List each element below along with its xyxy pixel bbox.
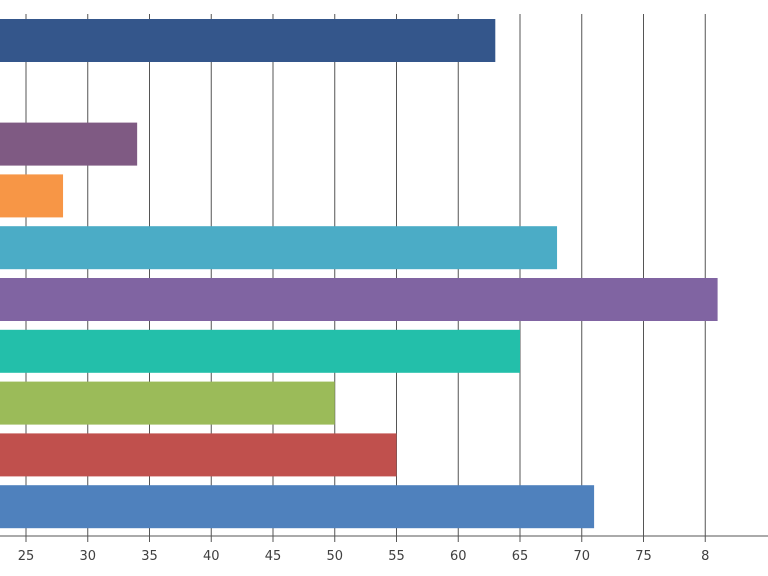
bar — [0, 381, 335, 425]
bar — [0, 174, 64, 218]
x-tick-label: 55 — [388, 549, 405, 564]
x-tick-label: 65 — [512, 549, 529, 564]
bar — [0, 485, 595, 529]
x-tick-label: 75 — [635, 549, 652, 564]
x-tick-label: 45 — [265, 549, 282, 564]
bars — [0, 19, 718, 529]
x-tick-label: 35 — [141, 549, 158, 564]
x-tick-label: 40 — [203, 549, 220, 564]
x-axis: 25 30 35 40 45 50 55 60 65 70 75 8 — [0, 535, 768, 564]
bar — [0, 226, 558, 270]
x-tick-label: 8 — [701, 549, 709, 564]
x-tick-label: 70 — [573, 549, 590, 564]
x-tick-label: 50 — [326, 549, 343, 564]
bar — [0, 329, 520, 373]
bar — [0, 19, 496, 62]
bar — [0, 433, 397, 477]
x-tick-label: 25 — [18, 549, 35, 564]
x-tick-label: 30 — [79, 549, 96, 564]
bar — [0, 278, 718, 321]
x-tick-label: 60 — [450, 549, 467, 564]
bar — [0, 122, 138, 166]
